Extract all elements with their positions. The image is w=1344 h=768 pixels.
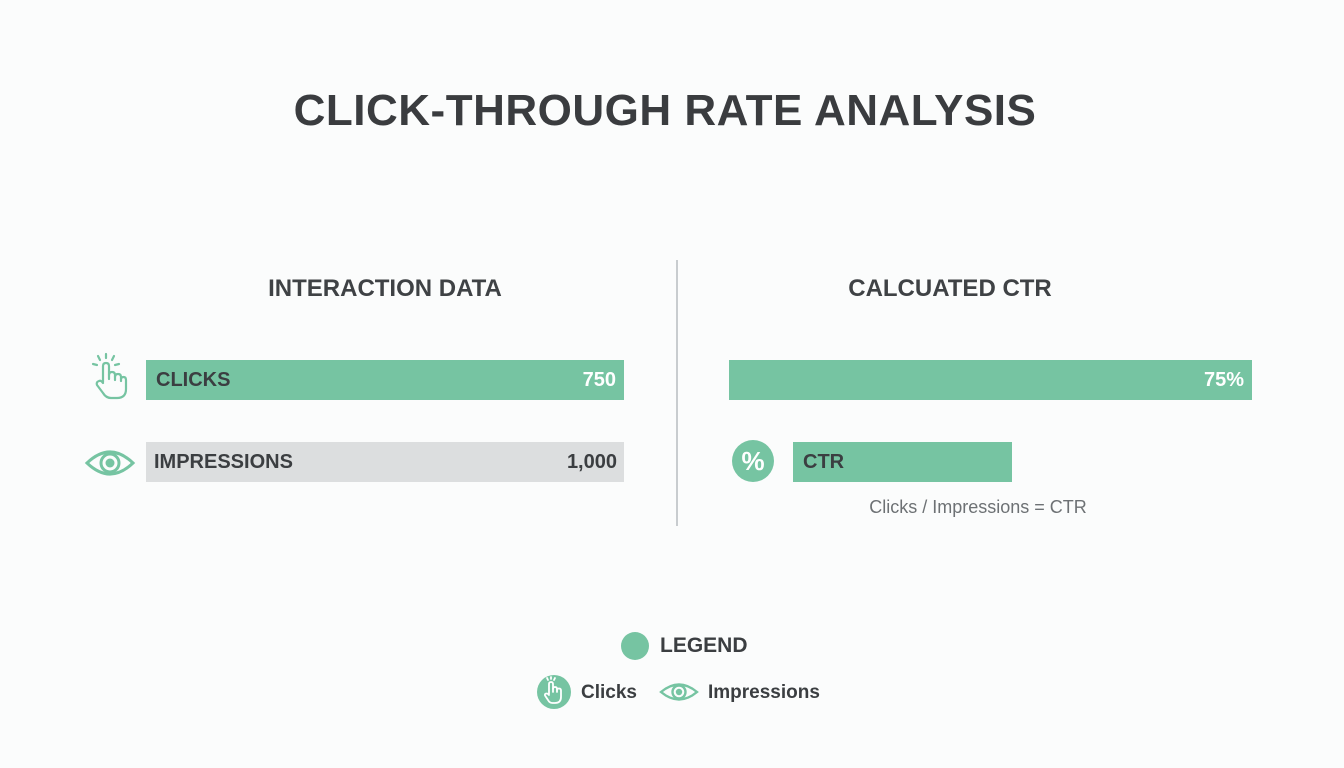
impressions-value: 1,000 (566, 451, 617, 473)
ctr-formula: Clicks / Impressions = CTR (869, 497, 1087, 517)
clicks-label: CLICKS (156, 369, 231, 391)
hand-pointer-icon (536, 674, 572, 710)
eye-icon (84, 444, 136, 482)
legend-clicks-label: Clicks (581, 682, 637, 703)
legend-impressions-label: Impressions (708, 682, 820, 703)
interaction-data-title: INTERACTION DATA (268, 275, 502, 302)
clicks-bar (146, 360, 624, 400)
page-title: CLICK-THROUGH RATE ANALYSIS (293, 86, 1037, 135)
ctr-label: CTR (803, 451, 845, 473)
impressions-label: IMPRESSIONS (154, 451, 293, 473)
section-divider (676, 260, 678, 526)
ctr-percent-value: 75% (1203, 369, 1244, 391)
ctr-bar (793, 442, 1012, 482)
calculated-ctr-title: CALCUATED CTR (848, 275, 1052, 302)
legend-title: LEGEND (660, 634, 748, 657)
clicks-value: 750 (582, 369, 616, 391)
legend-dot (621, 632, 649, 660)
hand-pointer-icon (88, 352, 134, 404)
ctr-percent-bar (729, 360, 1252, 400)
impressions-bar (146, 442, 624, 482)
eye-icon (659, 679, 699, 705)
percent-icon: % (732, 440, 774, 482)
